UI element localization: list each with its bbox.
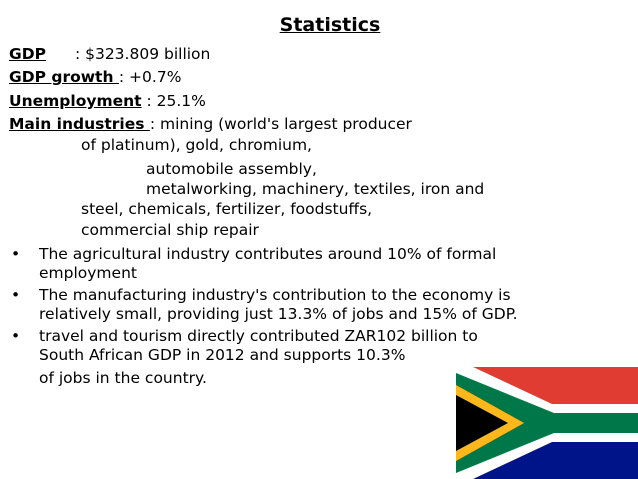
gdp-row: GDP : $323.809 billion: [9, 45, 210, 64]
industries-text-5: steel, chemicals, fertilizer, foodstuffs…: [81, 200, 373, 218]
gdp-growth-label: GDP growth: [9, 68, 119, 86]
industries-row: Main industries : mining (world's larges…: [9, 115, 412, 134]
unemployment-row: Unemployment : 25.1%: [9, 92, 206, 111]
gdp-growth-row: GDP growth : +0.7%: [9, 68, 181, 87]
bullet-agriculture: • The agricultural industry contributes …: [11, 245, 611, 283]
bullet-tourism-line-2: South African GDP in 2012 and supports 1…: [39, 346, 406, 364]
bullet-agriculture-line-1: The agricultural industry contributes ar…: [39, 245, 497, 263]
industries-text-6: commercial ship repair: [81, 221, 259, 239]
industries-text-1: : mining (world's largest producer: [149, 115, 412, 133]
industries-text-4: metalworking, machinery, textiles, iron …: [146, 180, 485, 198]
bullet-tourism-line-3: of jobs in the country.: [39, 369, 207, 387]
bullet-icon: •: [11, 286, 21, 304]
bullet-icon: •: [11, 245, 21, 263]
gdp-label: GDP: [9, 45, 46, 63]
unemployment-value: : 25.1%: [141, 92, 206, 110]
industries-label: Main industries: [9, 115, 150, 133]
gdp-growth-value: : +0.7%: [118, 68, 182, 86]
bullet-tourism-line-1: travel and tourism directly contributed …: [39, 327, 478, 345]
bullet-manufacturing-line-2: relatively small, providing just 13.3% o…: [39, 305, 518, 323]
industries-text-2: of platinum), gold, chromium,: [81, 136, 312, 154]
flag-black-triangle: [456, 395, 508, 451]
slide-title: Statistics: [279, 14, 381, 36]
bullet-manufacturing: • The manufacturing industry's contribut…: [11, 286, 611, 324]
bullet-manufacturing-line-1: The manufacturing industry's contributio…: [39, 286, 511, 304]
bullet-icon: •: [11, 327, 21, 345]
industries-text-3: automobile assembly,: [146, 160, 317, 178]
south-africa-flag-icon: [456, 367, 638, 479]
flag-green-y: [456, 373, 638, 473]
gdp-value: : $323.809 billion: [74, 45, 211, 63]
bullet-agriculture-line-2: employment: [39, 264, 137, 282]
bullet-tourism: • travel and tourism directly contribute…: [11, 327, 611, 388]
unemployment-label: Unemployment: [9, 92, 142, 110]
